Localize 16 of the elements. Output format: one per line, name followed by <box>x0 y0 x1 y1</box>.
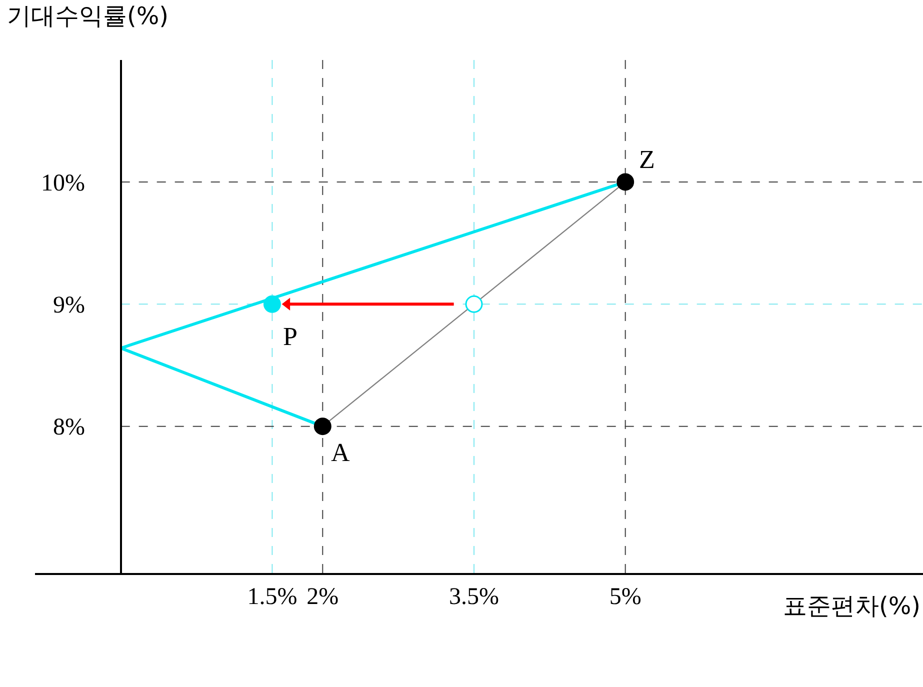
y-tick-label: 10% <box>41 170 86 196</box>
annotation: A <box>331 438 350 467</box>
point <box>616 173 634 191</box>
point <box>314 418 332 436</box>
x-tick-label: 3.5% <box>448 584 499 610</box>
x-tick-label: 5% <box>609 584 642 610</box>
point <box>465 295 483 313</box>
x-tick-label: 2% <box>306 584 339 610</box>
x-axis-title: 표준편차(%) <box>783 592 921 620</box>
y-tick-label: 9% <box>53 292 86 319</box>
x-tick-label: 1.5% <box>247 584 298 610</box>
y-tick-label: 8% <box>53 414 86 441</box>
point <box>263 295 281 313</box>
y-axis-title: 기대수익률(%) <box>7 2 169 30</box>
annotation: Z <box>639 145 655 174</box>
annotation: P <box>283 322 298 351</box>
